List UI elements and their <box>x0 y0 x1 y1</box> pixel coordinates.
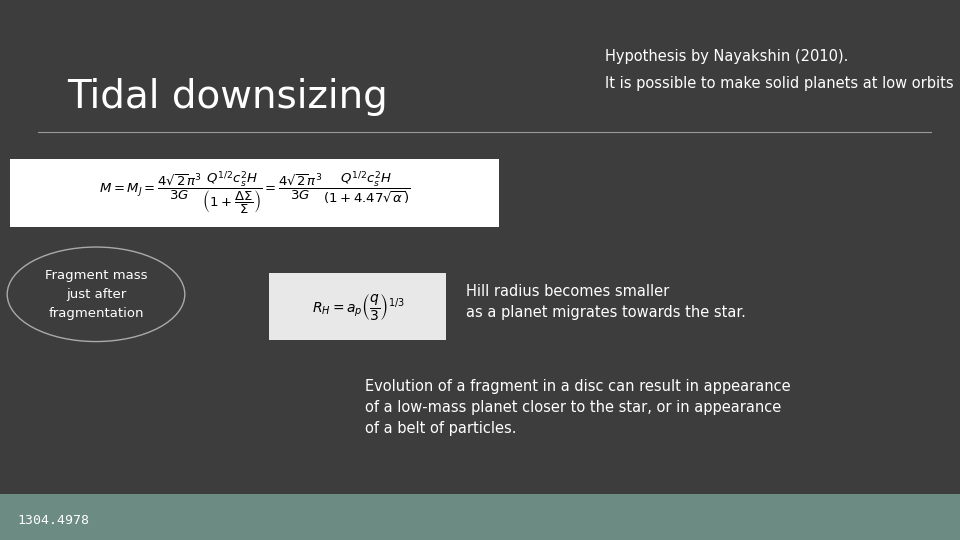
FancyBboxPatch shape <box>269 273 446 340</box>
Text: Hill radius becomes smaller
as a planet migrates towards the star.: Hill radius becomes smaller as a planet … <box>466 285 746 320</box>
Text: It is possible to make solid planets at low orbits: It is possible to make solid planets at … <box>605 76 953 91</box>
Text: $R_H = a_p\left(\dfrac{q}{3}\right)^{1/3}$: $R_H = a_p\left(\dfrac{q}{3}\right)^{1/3… <box>311 292 405 322</box>
Text: Fragment mass
just after
fragmentation: Fragment mass just after fragmentation <box>45 269 147 320</box>
Text: Tidal downsizing: Tidal downsizing <box>67 78 388 116</box>
Text: Evolution of a fragment in a disc can result in appearance
of a low-mass planet : Evolution of a fragment in a disc can re… <box>365 379 790 436</box>
Text: Hypothesis by Nayakshin (2010).: Hypothesis by Nayakshin (2010). <box>605 49 849 64</box>
FancyBboxPatch shape <box>0 494 960 540</box>
Text: $M = M_J = \dfrac{4\sqrt{2}\pi^3}{3G} \dfrac{Q^{1/2}c_s^2 H}{\left(1 + \dfrac{\D: $M = M_J = \dfrac{4\sqrt{2}\pi^3}{3G} \d… <box>99 170 410 217</box>
FancyBboxPatch shape <box>10 159 499 227</box>
Text: 1304.4978: 1304.4978 <box>17 514 89 526</box>
